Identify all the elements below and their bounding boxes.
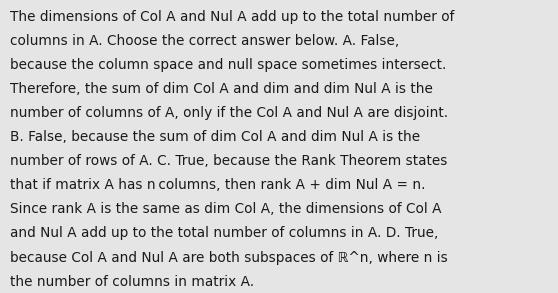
Text: number of columns of A, only if the Col A and Nul A are disjoint.: number of columns of A, only if the Col … (10, 106, 448, 120)
Text: Since rank A is the same as dim Col A, the dimensions of Col A: Since rank A is the same as dim Col A, t… (10, 202, 441, 217)
Text: B. False, because the sum of dim Col A and dim Nul A is the: B. False, because the sum of dim Col A a… (10, 130, 420, 144)
Text: because Col A and Nul A are both subspaces of ℝ^n​, where n is: because Col A and Nul A are both subspac… (10, 251, 448, 265)
Text: the number of columns in matrix A.: the number of columns in matrix A. (10, 275, 254, 289)
Text: because the column space and null space sometimes intersect.: because the column space and null space … (10, 58, 446, 72)
Text: number of rows of A. C. True, because the Rank Theorem states: number of rows of A. C. True, because th… (10, 154, 448, 168)
Text: that if matrix A has n columns, then rank A + dim Nul A = n.: that if matrix A has n columns, then ran… (10, 178, 426, 193)
Text: Therefore, the sum of dim Col A and dim and dim Nul A is the: Therefore, the sum of dim Col A and dim … (10, 82, 433, 96)
Text: columns in A. Choose the correct answer below. A. False,: columns in A. Choose the correct answer … (10, 34, 400, 48)
Text: and Nul A add up to the total number of columns in A. D. True,: and Nul A add up to the total number of … (10, 226, 439, 241)
Text: The dimensions of Col A and Nul A add up to the total number of: The dimensions of Col A and Nul A add up… (10, 10, 454, 24)
